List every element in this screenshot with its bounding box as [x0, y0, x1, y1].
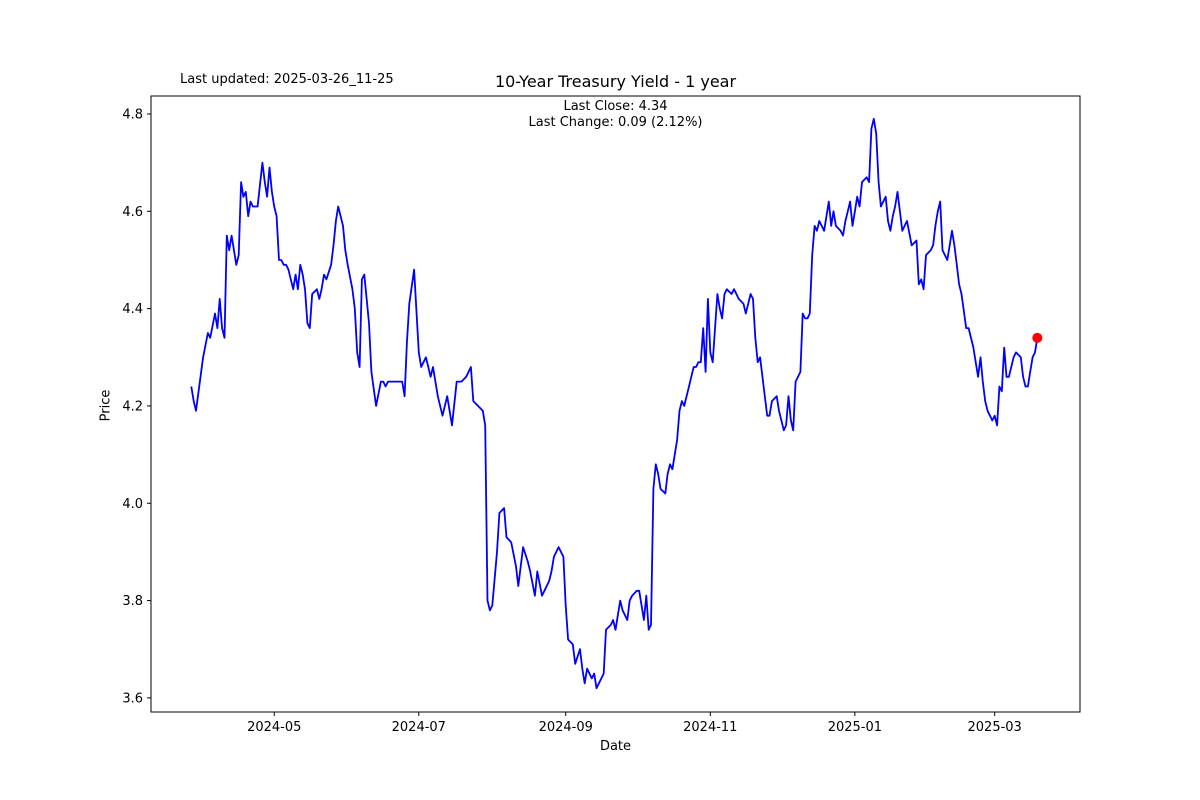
x-tick-label: 2025-03 — [968, 720, 1022, 735]
y-tick-label: 4.8 — [122, 108, 143, 123]
subtitle-last-close: Last Close: 4.34 — [563, 99, 668, 114]
last-price-marker — [1032, 332, 1043, 343]
last-updated-annotation: Last updated: 2025-03-26_11-25 — [180, 72, 394, 87]
y-tick-label: 4.4 — [122, 302, 143, 317]
x-tick-label: 2024-07 — [392, 720, 446, 735]
x-axis-label: Date — [599, 739, 632, 754]
x-tick-label: 2024-11 — [683, 720, 737, 735]
y-tick-label: 3.6 — [122, 691, 143, 706]
y-tick-label: 4.0 — [122, 497, 143, 512]
plot-frame — [150, 95, 1081, 713]
y-tick-label: 4.2 — [122, 399, 143, 414]
x-tick-label: 2024-09 — [539, 720, 593, 735]
price-line — [190, 118, 1039, 690]
subtitle-last-change: Last Change: 0.09 (2.12%) — [528, 115, 703, 130]
chart-title: 10-Year Treasury Yield - 1 year — [494, 72, 737, 91]
y-tick-label: 4.6 — [122, 205, 143, 220]
x-tick-label: 2024-05 — [247, 720, 301, 735]
x-tick-label: 2025-01 — [828, 720, 882, 735]
y-tick-label: 3.8 — [122, 594, 143, 609]
